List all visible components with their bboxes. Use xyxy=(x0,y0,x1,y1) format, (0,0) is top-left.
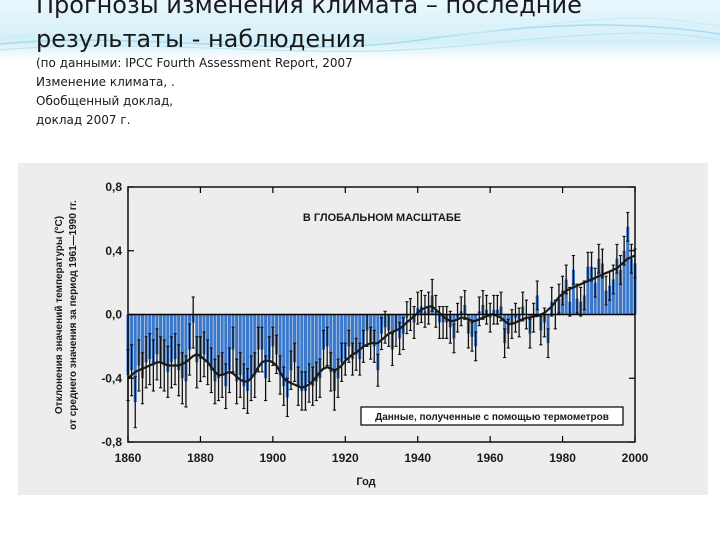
data-bar xyxy=(296,314,300,387)
data-bar xyxy=(343,314,347,360)
data-bar xyxy=(351,314,355,360)
data-bar xyxy=(224,314,228,387)
data-bar xyxy=(278,314,282,376)
data-bar xyxy=(133,314,137,403)
data-bar xyxy=(206,314,210,363)
citation-line: доклад 2007 г. xyxy=(36,113,131,127)
chart-title: В ГЛОБАЛЬНОМ МАСШТАБЕ xyxy=(303,212,461,224)
x-tick-label: 2000 xyxy=(622,451,649,465)
x-tick-label: 1980 xyxy=(549,451,576,465)
citation-line: (по данными: IPCC Fourth Assessment Repo… xyxy=(36,56,353,70)
data-bar xyxy=(564,279,568,315)
y-axis-label: Отклонения значений температуры (°C) xyxy=(54,216,65,414)
y-tick-label: 0,8 xyxy=(105,180,122,194)
data-bar xyxy=(600,263,604,315)
data-bar xyxy=(626,226,630,315)
data-bar xyxy=(140,314,144,379)
data-bar xyxy=(220,314,224,376)
data-bar xyxy=(235,314,239,382)
x-tick-label: 1900 xyxy=(260,451,287,465)
data-bar xyxy=(629,258,633,315)
data-bar xyxy=(217,314,221,379)
data-bar xyxy=(358,314,362,360)
data-bar xyxy=(615,258,619,315)
y-axis-label: от среднего значения за период 1961—1990… xyxy=(68,200,79,430)
data-bar xyxy=(586,266,590,315)
data-bar xyxy=(618,269,623,315)
legend-box xyxy=(360,406,624,426)
data-bar xyxy=(180,314,184,379)
x-tick-label: 1860 xyxy=(115,451,142,465)
data-bar xyxy=(130,314,134,371)
x-tick-label: 1880 xyxy=(187,451,214,465)
x-tick-label: 1940 xyxy=(404,451,431,465)
legend-text: Данные, полученные с помощью термометров xyxy=(375,412,609,423)
citation-line: Обобщенный доклад, xyxy=(36,94,174,108)
data-bar xyxy=(293,314,297,363)
smoothed-trend-line xyxy=(127,254,636,390)
citation-line: Изменение климата, . xyxy=(36,75,175,89)
data-bar xyxy=(253,314,257,376)
x-tick-label: 1920 xyxy=(332,451,359,465)
data-bar xyxy=(285,314,289,398)
data-bar xyxy=(282,314,286,387)
data-bar xyxy=(242,314,246,387)
data-bar xyxy=(611,279,615,315)
citation-block: (по данными: IPCC Fourth Assessment Repo… xyxy=(36,54,456,130)
data-bar xyxy=(474,314,478,347)
data-bar xyxy=(622,250,626,315)
decorative-waves xyxy=(0,17,720,52)
data-bar xyxy=(336,314,340,379)
data-bar xyxy=(274,314,278,355)
data-bar xyxy=(590,266,594,315)
data-bar xyxy=(184,314,188,382)
data-bar xyxy=(238,314,242,376)
header-band xyxy=(0,0,720,60)
data-bar xyxy=(303,314,307,391)
data-bar xyxy=(177,314,181,371)
chart-panel: 1860 1880 1900 1920 1940 1960 1980 2000 0,8 0,4 0,… xyxy=(18,163,708,495)
data-bar xyxy=(340,314,344,363)
data-bar xyxy=(354,314,358,355)
data-bar xyxy=(166,314,170,372)
x-axis-label: Год xyxy=(356,476,375,488)
data-bar xyxy=(593,282,597,315)
y-tick-label: -0,8 xyxy=(101,435,122,449)
y-tick-label: 0,4 xyxy=(105,244,122,258)
temperature-anomaly-chart: 1860 1880 1900 1920 1940 1960 1980 2000 0,8 0,4 0,… xyxy=(54,180,649,488)
data-bar xyxy=(264,314,268,379)
data-bar xyxy=(245,314,250,391)
data-bar xyxy=(332,314,336,391)
data-bar xyxy=(318,314,322,379)
data-bar xyxy=(213,314,217,382)
ticks-layer: 1860 1880 1900 1920 1940 1960 1980 2000 0,8 0,4 0,… xyxy=(101,180,648,465)
data-bar xyxy=(314,314,318,382)
data-bar xyxy=(249,314,253,379)
y-tick-label: 0,0 xyxy=(105,308,122,322)
data-bar xyxy=(597,258,601,315)
data-bar xyxy=(329,314,333,372)
data-bar xyxy=(300,314,304,391)
x-tick-label: 1960 xyxy=(477,451,504,465)
data-bar xyxy=(227,314,231,371)
data-bar xyxy=(209,314,213,371)
data-bar xyxy=(571,269,575,315)
data-bar xyxy=(311,314,315,387)
data-bar xyxy=(289,314,293,371)
y-tick-label: -0,4 xyxy=(101,371,122,385)
data-bar xyxy=(307,314,311,384)
slide-title: Прогнозы изменения климата – последние р… xyxy=(36,0,582,53)
